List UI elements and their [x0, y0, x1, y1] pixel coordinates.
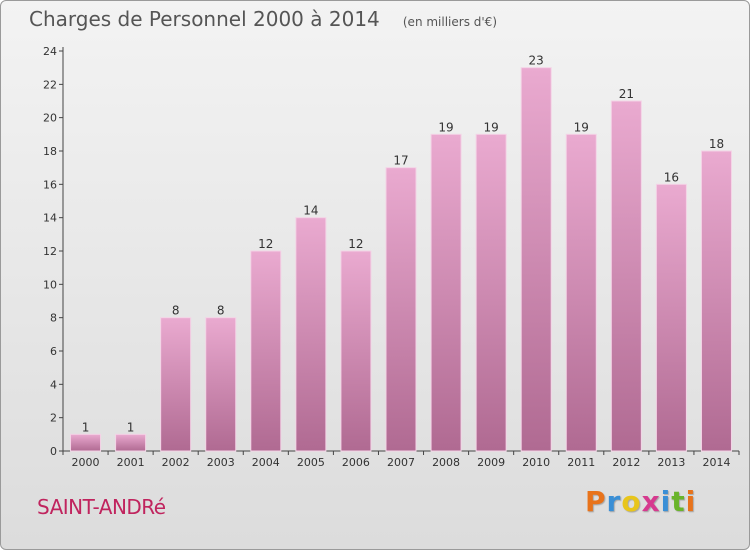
x-tick-label: 2008	[432, 456, 460, 469]
logo-letter: t	[671, 485, 686, 518]
bar	[160, 317, 192, 452]
bar	[205, 317, 237, 452]
data-label: 14	[303, 204, 318, 218]
bar	[565, 133, 597, 452]
y-tick-label: 14	[43, 212, 57, 225]
x-tick-label: 2006	[342, 456, 370, 469]
data-label: 19	[438, 120, 453, 134]
x-tick-label: 2001	[117, 456, 145, 469]
y-tick-label: 18	[43, 145, 57, 158]
x-tick-label: 2002	[162, 456, 190, 469]
bar	[700, 150, 732, 452]
y-tick-label: 20	[43, 112, 57, 125]
x-tick-label: 2013	[657, 456, 685, 469]
chart-subtitle: (en milliers d'€)	[402, 15, 497, 29]
logo-letter: P	[585, 485, 607, 518]
bar	[340, 250, 372, 452]
data-label: 1	[127, 420, 135, 434]
y-tick-label: 24	[43, 45, 57, 58]
proxiti-logo: Proxiti	[585, 485, 696, 518]
logo-letter: i	[660, 485, 672, 518]
y-tick-label: 4	[50, 378, 57, 391]
x-tick-label: 2005	[297, 456, 325, 469]
logo-letter: r	[606, 485, 622, 518]
data-label: 19	[483, 120, 498, 134]
title-block: Charges de Personnel 2000 à 2014 (en mil…	[29, 7, 497, 31]
bar	[295, 217, 327, 452]
bar	[520, 67, 552, 452]
x-tick-label: 2003	[207, 456, 235, 469]
data-label: 16	[664, 170, 679, 184]
data-label: 8	[172, 304, 180, 318]
chart-title: Charges de Personnel 2000 à 2014	[29, 7, 380, 31]
y-tick-label: 2	[50, 412, 57, 425]
x-tick-label: 2014	[702, 456, 730, 469]
y-tick-label: 0	[50, 445, 57, 458]
x-tick-label: 2007	[387, 456, 415, 469]
data-label: 12	[258, 237, 273, 251]
bar	[115, 433, 147, 452]
x-tick-label: 2004	[252, 456, 280, 469]
logo-letter: o	[621, 485, 642, 518]
y-tick-label: 16	[43, 178, 57, 191]
data-label: 8	[217, 304, 225, 318]
data-label: 19	[574, 120, 589, 134]
logo-letter: i	[685, 485, 697, 518]
data-label: 12	[348, 237, 363, 251]
data-label: 18	[709, 137, 724, 151]
bar	[610, 100, 642, 452]
bar	[655, 183, 687, 452]
y-tick-label: 6	[50, 345, 57, 358]
commune-name: SAINT-ANDRé	[37, 495, 166, 519]
y-tick-label: 22	[43, 78, 57, 91]
data-label: 17	[393, 154, 408, 168]
data-label: 21	[619, 87, 634, 101]
bar	[430, 133, 462, 452]
y-tick-label: 12	[43, 245, 57, 258]
y-tick-label: 10	[43, 278, 57, 291]
x-tick-label: 2000	[72, 456, 100, 469]
bar	[250, 250, 282, 452]
bar	[385, 167, 417, 452]
logo-letter: x	[641, 485, 661, 518]
y-tick-label: 8	[50, 312, 57, 325]
data-label: 23	[529, 54, 544, 68]
x-tick-label: 2012	[612, 456, 640, 469]
x-tick-label: 2011	[567, 456, 595, 469]
bar	[475, 133, 507, 452]
x-tick-label: 2009	[477, 456, 505, 469]
x-tick-label: 2010	[522, 456, 550, 469]
bar	[70, 433, 102, 452]
data-label: 1	[82, 420, 90, 434]
